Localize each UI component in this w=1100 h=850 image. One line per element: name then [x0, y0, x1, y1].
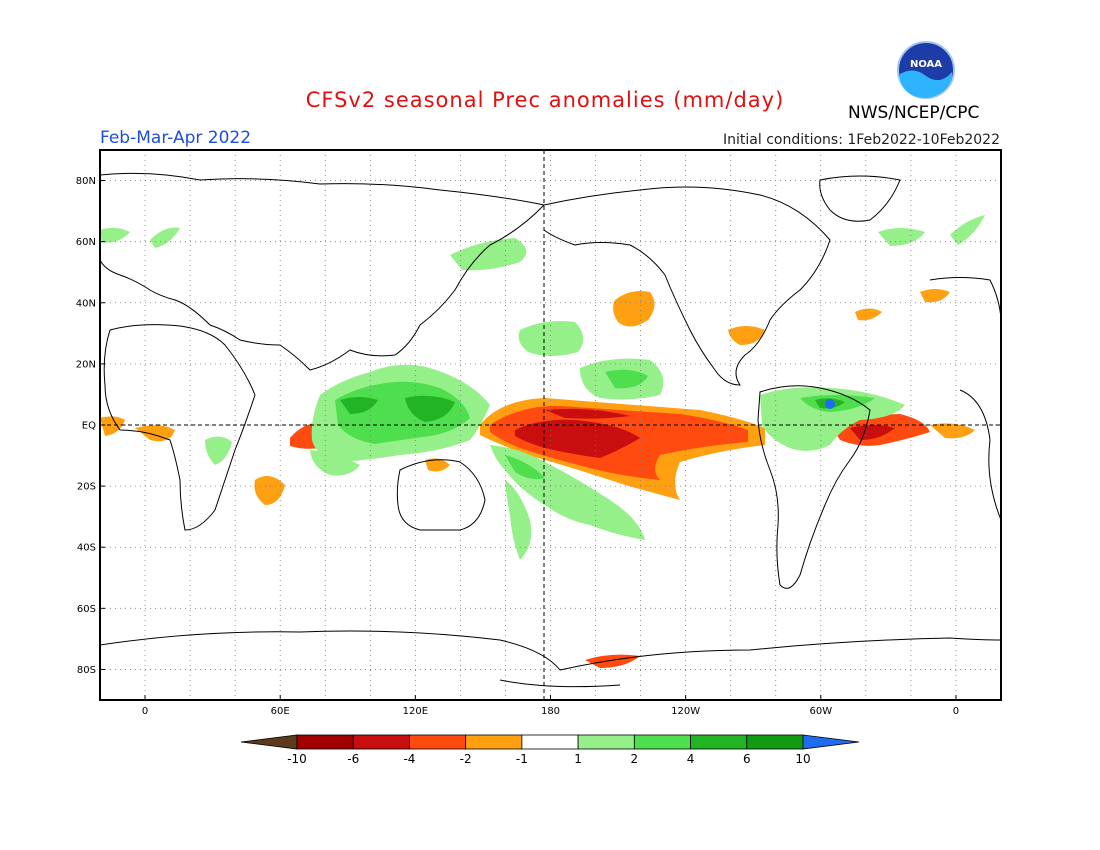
dry-anomaly-pacific-strong	[515, 419, 640, 458]
noaa-logo-icon: NOAA	[897, 41, 955, 99]
colorbar-label: 6	[743, 752, 751, 766]
wet-anomaly-south-pacific-mid	[505, 455, 545, 480]
colorbar-label: 1	[574, 752, 582, 766]
dry-anomaly-europe	[920, 289, 950, 303]
dry-anomaly-africa-west	[135, 425, 175, 442]
coast-australia	[396, 459, 486, 531]
wet-anomaly-north-pacific	[518, 321, 584, 356]
lon-tick-label: 120W	[671, 706, 700, 717]
wet-anomaly-northern-europe	[878, 228, 925, 246]
colorbar: -10 -6 -4 -2 -1 1 2 4 6 10	[240, 734, 860, 766]
wet-anomaly-extreme	[825, 399, 835, 409]
dry-anomaly-atlantic-edge	[930, 423, 975, 439]
dry-anomaly-australia-north	[425, 458, 450, 472]
logo-text: NOAA	[910, 59, 942, 70]
colorbar-arrow-low	[240, 734, 298, 750]
coast-africa-east-copy	[959, 389, 1002, 521]
coast-eurasia	[99, 172, 545, 371]
colorbar-swatch	[296, 734, 354, 750]
dry-anomaly-africa-coast	[100, 416, 125, 436]
lon-tick-label: 120E	[403, 706, 428, 717]
coast-antarctica	[99, 630, 1002, 671]
colorbar-swatch	[633, 734, 691, 750]
wet-anomaly-canada-west	[150, 227, 180, 248]
wet-anomaly-maritime-continent-strong-2	[405, 395, 455, 422]
lat-tick-label: 20S	[77, 482, 96, 493]
wet-anomaly-alaska	[100, 227, 130, 243]
lat-tick-label: 40N	[76, 298, 96, 309]
colorbar-arrow-high	[802, 734, 860, 750]
colorbar-label: -6	[347, 752, 359, 766]
colorbar-swatch	[690, 734, 748, 750]
wet-anomaly-northwest-pacific	[450, 238, 527, 271]
wet-anomaly-new-zealand	[505, 480, 532, 560]
longitude-ticks: 0 60E 120E 180 120W 60W 0	[142, 695, 959, 717]
dry-anomaly-madagascar	[254, 476, 285, 505]
lat-tick-label: 60N	[76, 237, 96, 248]
dry-anomaly-north-pacific	[613, 291, 655, 327]
wet-anomaly-greenland	[950, 215, 985, 245]
dry-anomaly-pacific-strong-2	[545, 408, 630, 419]
lat-tick-label: 60S	[77, 604, 96, 615]
colorbar-label: 4	[687, 752, 695, 766]
lat-tick-label: 40S	[77, 543, 96, 554]
lat-tick-label: 20N	[76, 359, 96, 370]
lon-tick-label: 60E	[271, 706, 290, 717]
colorbar-label: 2	[631, 752, 639, 766]
lat-tick-label: 80S	[77, 665, 96, 676]
lat-tick-label: EQ	[82, 421, 96, 432]
coast-north-america	[543, 186, 831, 386]
latitude-ticks: 80N 60N 40N 20N EQ 20S 40S 60S 80S	[76, 176, 105, 676]
dry-anomaly-atlantic-strong	[850, 425, 895, 440]
colorbar-swatch	[577, 734, 635, 750]
coast-north-africa-europe-east	[929, 277, 1002, 321]
coast-south-america	[757, 385, 871, 589]
colorbar-label: -2	[460, 752, 472, 766]
coastlines	[99, 172, 1002, 688]
initial-conditions-label: Initial conditions: 1Feb2022-10Feb2022	[723, 132, 1000, 148]
colorbar-swatch	[746, 734, 804, 750]
wet-anomaly-central-pacific-north-mid	[605, 369, 648, 389]
agency-label: NWS/NCEP/CPC	[848, 103, 980, 123]
colorbar-swatch	[521, 734, 579, 750]
coast-africa	[103, 324, 256, 531]
colorbar-label: -1	[516, 752, 528, 766]
colorbar-label: -10	[287, 752, 307, 766]
dry-anomaly-north-atlantic	[855, 308, 882, 321]
colorbar-label: 10	[795, 752, 810, 766]
map-title: CFSv2 seasonal Prec anomalies (mm/day)	[305, 88, 785, 112]
wet-anomaly-amazon	[760, 387, 905, 451]
lon-tick-label: 0	[953, 706, 959, 717]
anomaly-fields	[100, 215, 985, 668]
coast-greenland	[819, 175, 901, 222]
colorbar-swatch	[409, 734, 467, 750]
colorbar-swatch	[465, 734, 523, 750]
dry-anomaly-gulf-mexico	[728, 326, 765, 345]
lon-tick-label: 180	[541, 706, 560, 717]
colorbar-swatch	[352, 734, 410, 750]
wet-anomaly-east-africa	[205, 436, 232, 465]
coast-antarctica-tail	[499, 679, 621, 688]
lat-tick-label: 80N	[76, 176, 96, 187]
lon-tick-label: 60W	[809, 706, 832, 717]
season-label: Feb-Mar-Apr 2022	[100, 128, 252, 148]
wet-anomaly-south-indian-ocean	[310, 450, 360, 476]
colorbar-label: -4	[403, 752, 415, 766]
wet-anomaly-maritime-continent-strong	[340, 397, 378, 414]
lon-tick-label: 0	[142, 706, 148, 717]
